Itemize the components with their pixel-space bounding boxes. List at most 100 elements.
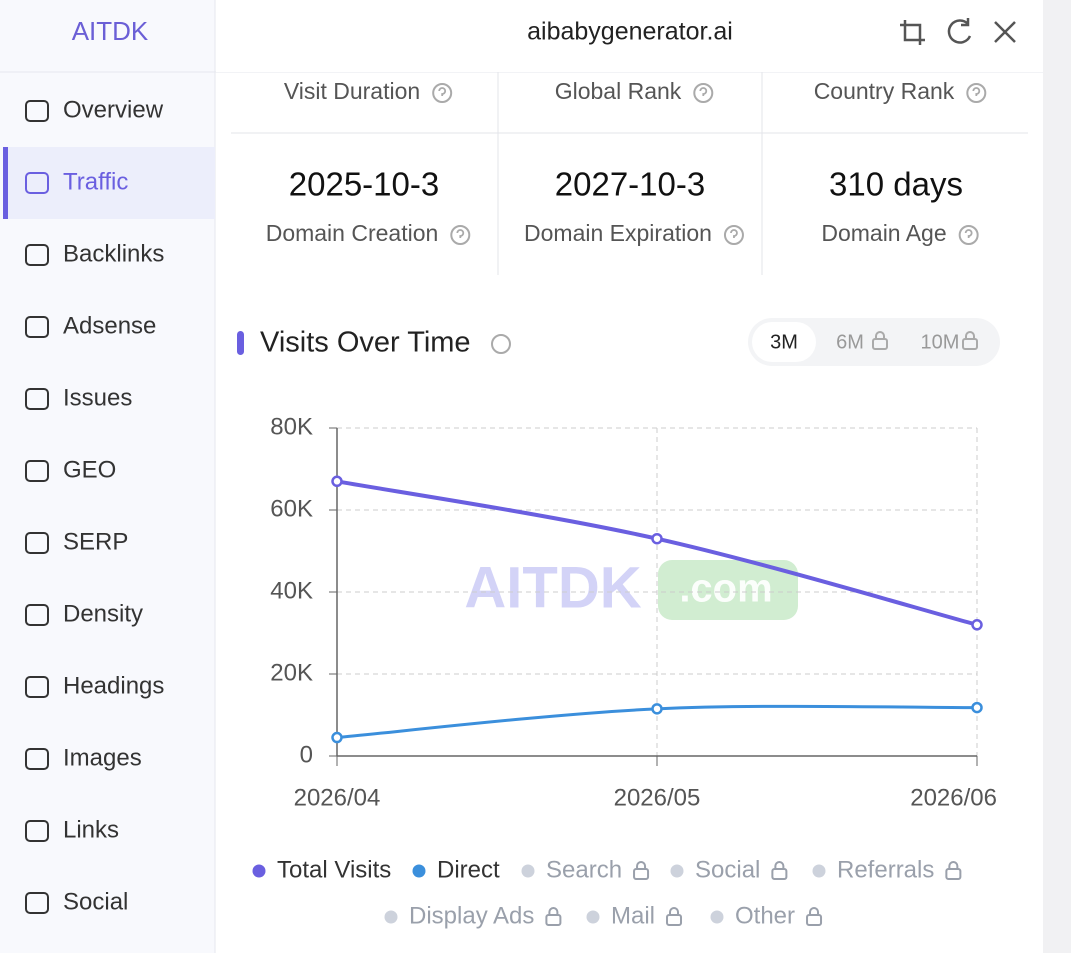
lock-icon xyxy=(962,338,978,350)
data-point xyxy=(971,701,983,714)
stat-header: Country Rank xyxy=(814,78,955,104)
legend-label[interactable]: Social xyxy=(695,856,760,883)
crop-icon[interactable] xyxy=(900,20,925,45)
refresh-icon[interactable] xyxy=(947,18,972,44)
menu-item[interactable]: Links xyxy=(63,816,119,843)
help-icon[interactable] xyxy=(966,83,987,103)
logo: AITDK xyxy=(72,16,149,46)
range-button[interactable]: 3M xyxy=(770,331,798,353)
lock-shackle xyxy=(669,907,680,915)
x-tick-label: 2026/05 xyxy=(614,784,701,811)
help-mark xyxy=(964,229,973,238)
lock-shackle xyxy=(948,861,959,869)
legend-label[interactable]: Total Visits xyxy=(277,856,391,883)
legend-dot[interactable] xyxy=(670,864,684,878)
help-icon[interactable] xyxy=(693,83,714,103)
data-point xyxy=(971,619,983,631)
lock-icon xyxy=(806,914,823,926)
active-item xyxy=(3,147,215,219)
y-tick-label: 40K xyxy=(270,577,313,604)
help-icon[interactable] xyxy=(432,83,453,103)
menu-item[interactable]: Overview xyxy=(63,96,164,123)
watermark-badge xyxy=(658,560,798,620)
menu-icon xyxy=(25,172,49,194)
legend-label[interactable]: Display Ads xyxy=(409,902,534,929)
legend-dot[interactable] xyxy=(252,864,266,878)
menu-item[interactable]: Backlinks xyxy=(63,240,164,267)
menu-item[interactable]: Density xyxy=(63,600,143,627)
data-point xyxy=(651,703,663,715)
legend-dot[interactable] xyxy=(710,910,724,924)
stat-label: Domain Creation xyxy=(266,220,439,246)
menu-icon xyxy=(25,748,49,770)
stat-label: Domain Expiration xyxy=(524,220,712,246)
menu-icon xyxy=(25,532,49,554)
menu-item[interactable]: Adsense xyxy=(63,312,156,339)
menu-item[interactable]: Headings xyxy=(63,672,164,699)
y-tick-label: 20K xyxy=(270,659,313,686)
data-point xyxy=(651,532,663,545)
lock-shackle xyxy=(965,331,975,339)
stat-value: 310 days xyxy=(829,166,963,203)
menu-item[interactable]: Images xyxy=(63,744,142,771)
legend-dot[interactable] xyxy=(521,864,535,878)
data-point xyxy=(331,731,343,744)
help-mark xyxy=(730,229,738,238)
menu-item[interactable]: GEO xyxy=(63,456,116,483)
close-icon[interactable] xyxy=(994,21,1016,43)
menu-icon xyxy=(25,676,49,698)
legend-label[interactable]: Mail xyxy=(611,902,655,929)
lock-shackle xyxy=(636,861,647,869)
lock-shackle xyxy=(774,861,785,869)
menu-icon xyxy=(25,388,49,410)
x-tick-label: 2026/06 xyxy=(910,784,997,811)
range-button[interactable]: 6M xyxy=(836,331,864,353)
domain-title: aibabygenerator.ai xyxy=(527,18,733,46)
stats-grid xyxy=(231,72,1028,275)
legend-label[interactable]: Direct xyxy=(437,856,500,883)
help-icon[interactable] xyxy=(723,225,744,245)
data-point xyxy=(331,475,343,488)
lock-shackle xyxy=(809,907,820,915)
range-button[interactable]: 10M xyxy=(921,331,960,353)
lock-icon xyxy=(771,868,788,880)
y-tick-label: 80K xyxy=(270,413,313,440)
menu-item[interactable]: SERP xyxy=(63,528,128,555)
help-mark xyxy=(699,87,708,96)
outside xyxy=(1043,0,1071,953)
legend-dot[interactable] xyxy=(384,910,398,924)
menu-icon xyxy=(25,244,49,266)
menu-icon xyxy=(25,892,49,914)
stat-header: Global Rank xyxy=(555,78,682,104)
range-active xyxy=(752,322,816,362)
title-accent xyxy=(237,331,244,355)
help-icon[interactable] xyxy=(450,225,471,245)
help-mark xyxy=(972,87,981,96)
help-icon[interactable] xyxy=(958,225,979,245)
chart-title: Visits Over Time xyxy=(260,327,471,359)
help-icon[interactable] xyxy=(491,334,511,354)
lock-icon xyxy=(872,338,888,350)
menu-item[interactable]: Issues xyxy=(63,384,132,411)
legend-dot[interactable] xyxy=(586,910,600,924)
active-bar xyxy=(3,147,8,219)
legend-label[interactable]: Search xyxy=(546,856,622,883)
menu-item[interactable]: Traffic xyxy=(63,168,128,195)
lock-icon xyxy=(945,868,962,880)
legend-label[interactable]: Referrals xyxy=(837,856,934,883)
legend-dot[interactable] xyxy=(812,864,826,878)
legend-label[interactable]: Other xyxy=(735,902,795,929)
stat-value: 2025-10-3 xyxy=(289,166,439,203)
menu-icon xyxy=(25,460,49,482)
stat-value: 2027-10-3 xyxy=(555,166,705,203)
menu-item[interactable]: Social xyxy=(63,888,128,915)
y-tick-label: 0 xyxy=(300,741,313,768)
y-tick-label: 60K xyxy=(270,495,313,522)
menu-icon xyxy=(25,820,49,842)
x-tick-label: 2026/04 xyxy=(294,784,381,811)
menu-icon xyxy=(25,604,49,626)
watermark: .com xyxy=(679,567,772,611)
legend-dot[interactable] xyxy=(412,864,426,878)
